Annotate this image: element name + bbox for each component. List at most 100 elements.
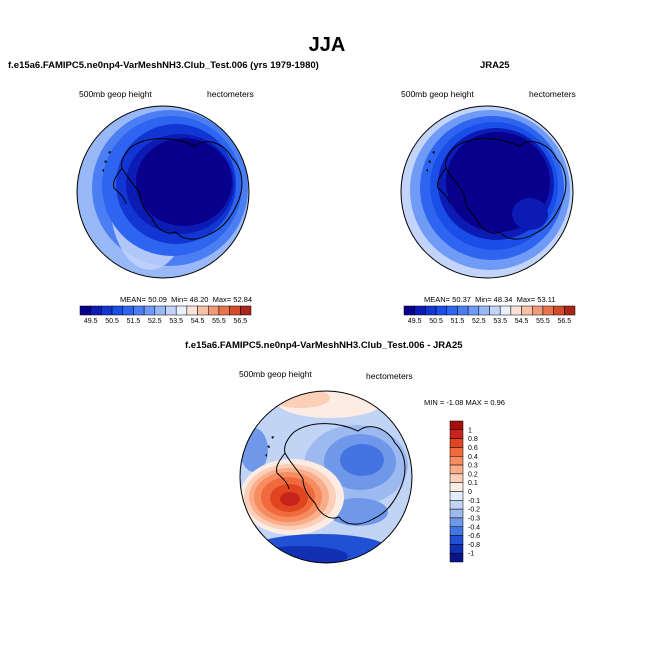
panel1-colorbar-box-14 [229,305,241,316]
panel3-colorbar-box-12 [449,526,464,536]
panel2-colorbar-box-11 [521,305,533,316]
panel2-colorbar-box-7 [478,305,490,316]
panel2-colorbar-box-0 [403,305,415,316]
panel1-colorbar-tick-label: 56.5 [234,318,248,325]
panel2-colorbar-box-1 [414,305,426,316]
panel1-min-label: Min= [171,295,188,304]
panel2-colorbar-box-4 [446,305,458,316]
panel2-colorbar-tick-label: 56.5 [558,318,572,325]
panel3-colorbar-box-15 [449,552,464,563]
panel2-colorbar-box-6 [467,305,480,316]
panel1-colorbar: 49.5 50.5 51.5 52.5 53.5 54.5 55.5 56.5 [79,305,252,325]
panel1-colorbar-box-2 [101,305,113,316]
panel3-colorbar-box-4 [449,456,464,466]
panel3-colorbar-tick-label: -0.4 [468,524,480,531]
panel3-title: f.e15a6.FAMIPC5.ne0np4-VarMeshNH3.Club_T… [185,340,463,351]
panel2-colorbar-tick-label: 50.5 [429,318,443,325]
panel2-south-america-tip [426,151,435,172]
panel3-variable-label: 500mb geop height [239,369,312,379]
panel1-max-value: 52.84 [233,295,253,304]
panel2-min-label: Min= [475,295,492,304]
panel1-title: f.e15a6.FAMIPC5.ne0np4-VarMeshNH3.Club_T… [8,60,319,71]
panel2-field-inner-high [512,198,548,230]
main-title: JJA [308,34,346,56]
panel3-colorbar-box-0 [449,420,464,431]
panel2-max-value: 53.11 [537,295,556,304]
panel3-colorbar-tick-label: -0.2 [468,507,480,514]
panel1-units-label: hectometers [207,89,254,99]
panel3-colorbar-box-1 [449,429,464,439]
panel1-peninsula-coastline [113,167,127,205]
panel1-colorbar-box-10 [186,305,198,316]
panel2-variable-label: 500mb geop height [401,89,474,99]
panel1-colorbar-tick-label: 51.5 [127,318,141,325]
panel1-colorbar-box-7 [154,305,166,316]
panel1-colorbar-tick-label: 49.5 [84,318,98,325]
panel3-colorbar-tick-label: 0.2 [468,471,478,478]
panel3-field-neg-band3 [340,444,384,476]
panel1-stats: MEAN= 50.09 Min= 48.20 Max= 52.84 [120,295,252,304]
panel3-south-america-tip [265,436,274,457]
panel3-colorbar-tick-label: 0.6 [468,445,478,452]
panel2-map-border [400,105,574,279]
panel3-map-border [239,390,413,564]
panel1-map-border [76,105,250,279]
panel3-colorbar-tick-label: 0.8 [468,436,478,443]
panel3-min-label: MIN = [424,398,445,407]
panel1-mean-label: MEAN= [120,295,147,304]
panel2-colorbar-box-14 [553,305,565,316]
panel1-variable-label: 500mb geop height [79,89,152,99]
panel3-colorbar-box-3 [449,447,464,457]
panel1-antarctica-coastline [121,138,243,240]
panel2-colorbar-tick-label: 52.5 [472,318,486,325]
panel3-units-label: hectometers [366,371,413,381]
panel1-colorbar-box-0 [79,305,91,316]
panel2-colorbar-tick-label: 54.5 [515,318,529,325]
panel3-peninsula-coastline [276,452,290,490]
panel2-colorbar-tick-label: 55.5 [536,318,550,325]
panel1-colorbar-tick-label: 55.5 [212,318,226,325]
panel2-antarctica-coastline [445,138,567,240]
panel1-south-america-tip [102,151,111,172]
panel3-colorbar-tick-label: -0.6 [468,533,480,540]
panel1-colorbar-box-13 [218,305,230,316]
panel2-stats: MEAN= 50.37 Min= 48.34 Max= 53.11 [424,295,556,304]
panel1-map [76,105,250,279]
panel3-colorbar-box-8 [449,491,464,501]
panel2-colorbar-box-15 [564,305,576,316]
panel3-colorbar-tick-label: -0.3 [468,515,480,522]
panel2-mean-value: 50.37 [452,295,471,304]
panel1-colorbar-box-4 [122,305,134,316]
panel1-colorbar-box-8 [165,305,177,316]
panel3-colorbar-tick-label: -0.1 [468,498,480,505]
panel3-colorbar-box-5 [449,464,464,475]
panel3-colorbar-box-13 [449,535,464,545]
panel1-colorbar-box-6 [143,305,156,316]
panel3-colorbar-tick-label: 0.1 [468,480,478,487]
panel1-colorbar-box-1 [90,305,102,316]
panel1-max-label: Max= [212,295,232,304]
panel3-colorbar-box-10 [449,508,464,519]
panel1-colorbar-box-5 [133,305,145,316]
panel2-colorbar-tick-label: 51.5 [451,318,465,325]
panel2-colorbar: 49.5 50.5 51.5 52.5 53.5 54.5 55.5 56.5 [403,305,576,325]
panel1-colorbar-box-15 [240,305,252,316]
panel3-colorbar-tick-label: 1 [468,427,472,434]
panel3-colorbar-tick-label: -1 [468,551,474,558]
panel2-units-label: hectometers [529,89,576,99]
panel3-colorbar-tick-label: 0 [468,489,472,496]
panel1-colorbar-tick-label: 53.5 [169,318,183,325]
panel3-colorbar-box-6 [449,473,464,483]
panel2-colorbar-tick-label: 49.5 [408,318,422,325]
panel2-colorbar-box-3 [435,305,447,316]
panel1-colorbar-tick-label: 54.5 [191,318,205,325]
panel2-colorbar-tick-label: 53.5 [493,318,507,325]
panel2-map [400,105,574,279]
panel2-title: JRA25 [480,60,510,71]
panel1-colorbar-tick-label: 52.5 [148,318,162,325]
panel3-stats: MIN = -1.08 MAX = 0.96 [424,398,505,407]
panel1-colorbar-box-11 [197,305,209,316]
panel2-max-label: Max= [516,295,536,304]
panel1-colorbar-box-3 [111,305,123,316]
